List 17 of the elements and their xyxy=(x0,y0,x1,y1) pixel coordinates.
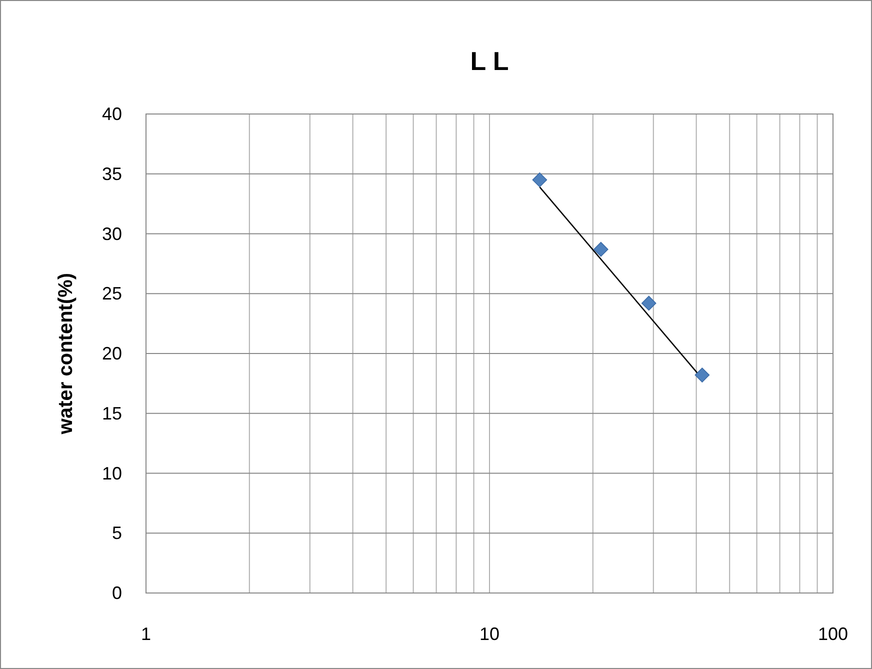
point xyxy=(641,296,656,311)
y-axis-title: water content(%) xyxy=(55,272,77,436)
x-tick-label: 1 xyxy=(140,624,152,644)
x-tick-label: 100 xyxy=(818,624,848,644)
point xyxy=(694,368,710,382)
y-tick-label: 40 xyxy=(102,104,122,124)
y-tick-label: 0 xyxy=(112,583,122,603)
y-tick-label: 35 xyxy=(102,164,122,184)
y-tick-label: 20 xyxy=(102,344,122,364)
y-tick-label: 25 xyxy=(102,284,122,304)
y-tick-label: 5 xyxy=(112,523,122,544)
x-tick-label: 10 xyxy=(479,624,500,644)
y-tick-label: 15 xyxy=(102,403,122,424)
point xyxy=(532,172,548,188)
y-tick-label: 30 xyxy=(102,224,122,244)
y-tick-label: 10 xyxy=(102,463,122,484)
chart-title: L L xyxy=(470,46,509,76)
